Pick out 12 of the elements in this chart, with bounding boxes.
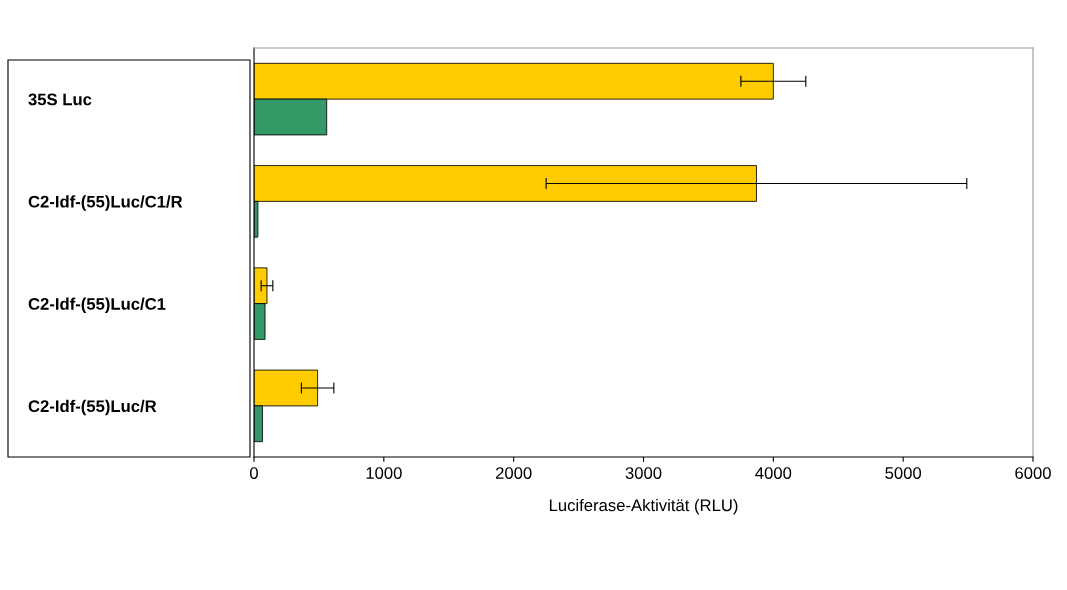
y-tick-label: 35S Luc: [28, 93, 92, 106]
x-tick-label: 2000: [495, 467, 532, 479]
x-tick-label: 5000: [885, 467, 922, 479]
x-tick-label: 3000: [625, 467, 662, 479]
x-tick-label: 6000: [1015, 467, 1051, 479]
x-tick-label: 0: [250, 467, 258, 479]
y-tick-label: C2-Idf-(55)Luc/R: [28, 399, 157, 416]
y-tick-label: C2-Idf-(55)Luc/C1/R: [28, 195, 183, 211]
x-tick-label: 1000: [366, 467, 402, 479]
x-axis-title: Luciferase-Aktivität (RLU): [549, 498, 738, 515]
x-tick-label: 4000: [755, 467, 792, 479]
y-tick-label: C2-Idf-(55)Luc/C1: [28, 297, 166, 314]
